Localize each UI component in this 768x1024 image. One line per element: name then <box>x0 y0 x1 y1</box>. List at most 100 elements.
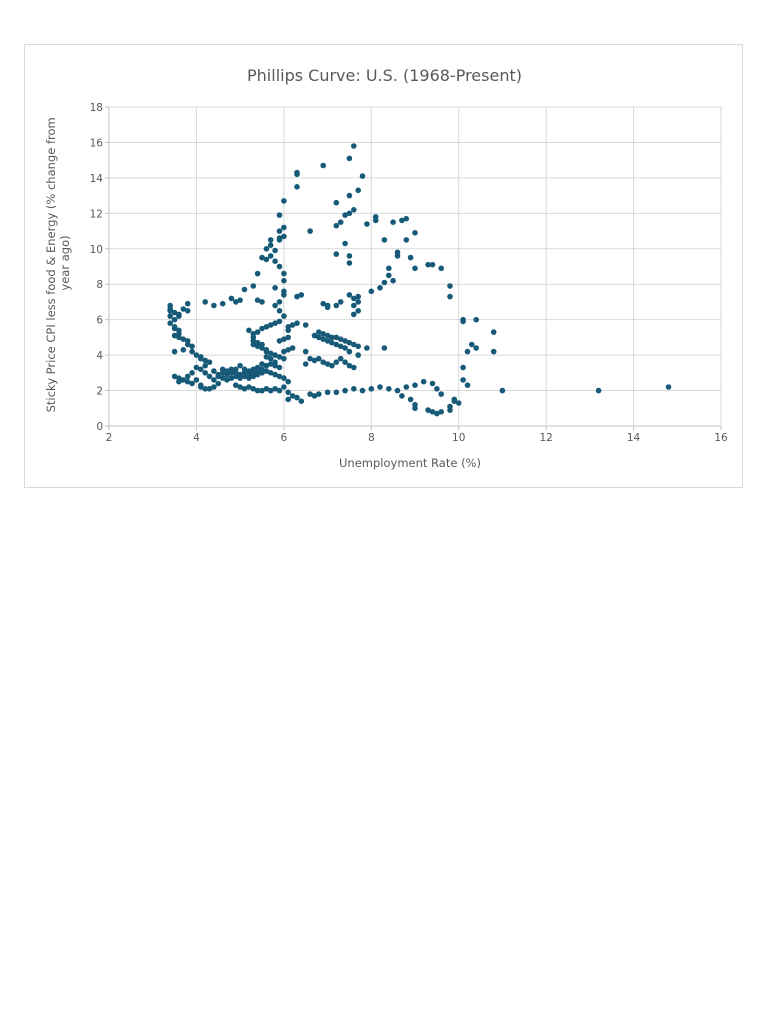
y-tick-label: 18 <box>90 102 103 114</box>
data-point <box>259 299 265 305</box>
x-axis-title: Unemployment Rate (%) <box>339 456 481 470</box>
data-point <box>171 325 178 332</box>
data-point <box>263 256 270 263</box>
data-point <box>294 184 300 190</box>
data-point <box>281 313 287 319</box>
data-point <box>250 370 257 376</box>
data-point <box>233 373 239 380</box>
data-point <box>329 362 335 369</box>
data-point <box>285 324 292 330</box>
data-point <box>285 334 292 341</box>
data-point <box>473 345 480 351</box>
data-point <box>189 370 195 376</box>
data-point <box>259 325 265 332</box>
data-point <box>202 299 208 305</box>
data-point <box>267 237 274 243</box>
data-point <box>224 377 230 383</box>
gridlines <box>108 106 722 427</box>
data-point <box>351 143 357 149</box>
data-point <box>368 386 375 392</box>
data-point <box>425 261 431 268</box>
data-point <box>302 322 309 328</box>
data-point <box>412 405 418 412</box>
data-point <box>198 366 204 373</box>
data-point <box>342 359 348 366</box>
data-point <box>254 297 261 303</box>
data-point <box>180 347 187 353</box>
data-point <box>246 371 252 378</box>
data-point <box>490 348 497 355</box>
data-point <box>447 407 453 413</box>
data-point <box>267 361 274 367</box>
data-point <box>285 396 292 403</box>
y-tick-label: 6 <box>96 315 103 327</box>
data-point <box>233 382 239 389</box>
data-point <box>324 304 331 311</box>
data-point <box>386 265 392 272</box>
data-point <box>267 355 274 362</box>
data-point <box>399 217 405 224</box>
scatter-chart: Phillips Curve: U.S. (1968-Present) 0246… <box>44 66 728 470</box>
y-tick-label: 4 <box>96 350 103 362</box>
data-point <box>324 389 331 396</box>
data-point <box>184 341 191 348</box>
data-point <box>412 230 418 236</box>
data-point <box>399 393 405 399</box>
data-point <box>355 187 362 194</box>
data-point <box>412 265 418 272</box>
data-point <box>425 407 431 413</box>
data-point <box>233 366 239 373</box>
data-point <box>381 345 388 351</box>
data-point <box>263 354 270 360</box>
data-point <box>355 299 362 305</box>
data-point <box>351 311 357 318</box>
data-point <box>276 338 283 344</box>
data-point <box>289 322 296 328</box>
data-point <box>342 387 348 394</box>
data-point <box>250 341 257 348</box>
data-point <box>490 329 497 335</box>
data-point <box>228 370 235 376</box>
data-point <box>171 348 178 355</box>
data-point <box>228 375 235 381</box>
data-point <box>407 254 414 261</box>
data-point <box>259 361 265 367</box>
data-point <box>198 384 204 390</box>
data-point <box>381 279 388 286</box>
data-point <box>281 198 287 204</box>
data-point <box>176 334 182 341</box>
data-point <box>386 272 392 279</box>
data-point <box>219 300 226 307</box>
data-point <box>346 362 353 369</box>
data-point <box>403 215 410 222</box>
data-point <box>447 293 453 300</box>
data-point <box>333 359 340 366</box>
data-point <box>333 334 340 341</box>
data-point <box>342 345 348 351</box>
data-point <box>311 332 318 339</box>
data-point <box>307 228 313 234</box>
data-point <box>346 253 353 259</box>
data-point <box>285 389 292 396</box>
data-point <box>302 348 309 355</box>
y-tick-label: 12 <box>90 208 103 220</box>
data-point <box>377 384 383 390</box>
data-point <box>333 389 340 396</box>
data-point <box>390 219 396 225</box>
data-point <box>250 283 257 289</box>
data-point <box>320 300 327 307</box>
data-point <box>329 339 335 346</box>
data-point <box>254 387 261 394</box>
data-point <box>267 253 274 259</box>
data-point <box>254 270 261 277</box>
y-tick-label: 16 <box>90 137 104 149</box>
data-point <box>281 270 287 277</box>
data-point <box>184 373 191 380</box>
data-point <box>198 355 204 362</box>
data-point <box>254 329 261 335</box>
data-point <box>298 292 305 298</box>
data-point <box>394 387 401 394</box>
data-point <box>272 371 278 378</box>
data-point <box>289 345 296 351</box>
data-point <box>276 263 283 270</box>
